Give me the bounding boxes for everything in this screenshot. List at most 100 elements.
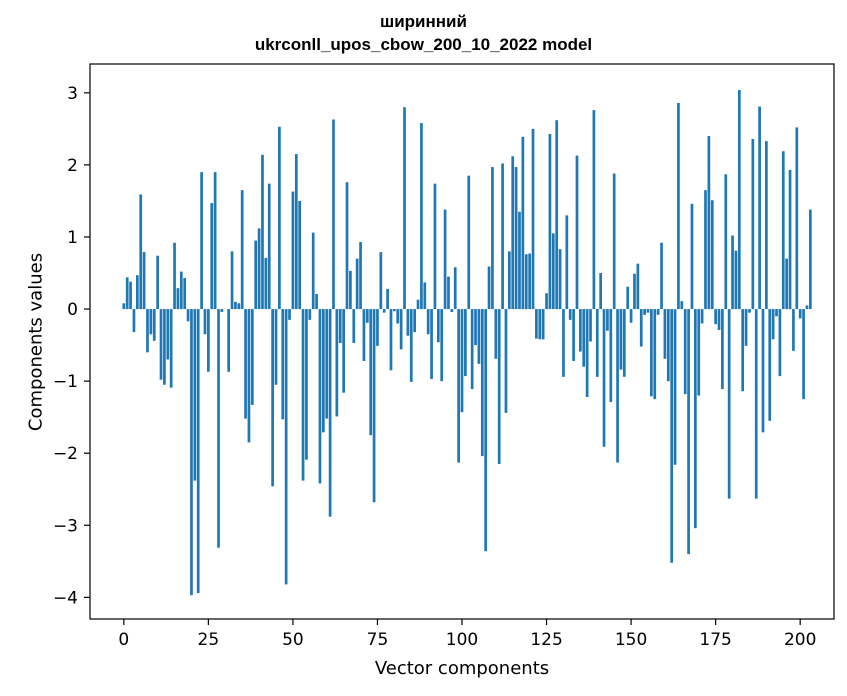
bar [727, 309, 731, 499]
bar [365, 309, 369, 323]
bar [636, 263, 640, 310]
bar [670, 309, 674, 563]
bars-group [122, 89, 812, 596]
bar [156, 255, 159, 310]
bar [460, 309, 464, 413]
bar [278, 126, 281, 310]
bar [403, 107, 406, 310]
x-tick-label: 175 [699, 630, 731, 650]
y-tick-label: −2 [53, 444, 78, 464]
bar [474, 309, 477, 346]
bar [687, 309, 690, 555]
bar [207, 309, 210, 372]
bar [379, 252, 383, 310]
bar [480, 309, 484, 457]
bar [149, 309, 153, 335]
bar [768, 309, 772, 421]
bar [524, 254, 528, 310]
bar [585, 309, 589, 397]
bar [166, 309, 170, 360]
bar [179, 271, 183, 310]
bar [247, 309, 251, 443]
bar [376, 309, 379, 346]
bar [409, 309, 413, 382]
bar [413, 309, 417, 333]
bar [609, 309, 613, 403]
bar [606, 309, 609, 331]
bar [301, 309, 305, 481]
bar [589, 309, 592, 342]
bar [693, 309, 697, 529]
bar [328, 309, 332, 517]
bar [163, 309, 166, 385]
bar [200, 172, 203, 310]
bar [575, 155, 579, 310]
bar [788, 169, 792, 310]
bar [501, 163, 504, 310]
bar [271, 309, 274, 487]
bar [274, 309, 278, 385]
bar [602, 309, 606, 447]
bar [795, 127, 799, 310]
bar [514, 167, 518, 310]
bar [528, 253, 531, 310]
bar [291, 191, 295, 310]
bar [744, 309, 748, 346]
bar [785, 258, 789, 310]
chart-subtitle: ukrconll_upos_cbow_200_10_2022 model [254, 35, 593, 54]
chart-title: ширинний [380, 12, 467, 31]
bar [284, 309, 288, 585]
bar [724, 174, 728, 310]
bar [142, 252, 146, 310]
bar [186, 309, 190, 322]
bar [464, 309, 467, 377]
bar [548, 133, 552, 310]
bar [568, 309, 572, 320]
bar [697, 309, 701, 396]
bar [349, 270, 352, 310]
y-tick-label: 1 [67, 228, 78, 248]
bar [538, 309, 542, 340]
bar [666, 309, 670, 382]
bar [741, 309, 745, 392]
bar [748, 309, 751, 313]
bar [582, 309, 586, 367]
bar [507, 251, 511, 310]
bar [261, 154, 264, 310]
bar [311, 232, 315, 310]
bar [734, 250, 738, 310]
bar [125, 277, 129, 310]
bar [152, 309, 156, 341]
bar [518, 211, 521, 310]
bar [562, 309, 565, 377]
bar [129, 281, 132, 310]
bar [420, 123, 423, 310]
bar [802, 309, 805, 400]
x-tick-label: 150 [615, 630, 647, 650]
bar [227, 309, 231, 372]
bar [359, 242, 362, 310]
bar [737, 89, 741, 310]
bar [599, 273, 603, 310]
bar [612, 173, 616, 310]
bar [338, 309, 342, 343]
bar [393, 309, 396, 312]
bar [592, 110, 596, 310]
bar [535, 309, 538, 339]
bar [633, 273, 636, 310]
y-tick-label: 2 [67, 156, 78, 176]
bar [721, 309, 724, 390]
bar [707, 136, 711, 310]
bar [453, 267, 457, 310]
bar [717, 309, 721, 330]
bar [572, 309, 575, 361]
bar [135, 275, 139, 310]
bar [650, 309, 653, 397]
bar [798, 309, 802, 319]
y-tick-label: 0 [67, 300, 78, 320]
bar [710, 200, 714, 310]
bar [389, 309, 393, 371]
bar [426, 309, 430, 335]
bar [751, 138, 755, 310]
bar [653, 309, 657, 400]
